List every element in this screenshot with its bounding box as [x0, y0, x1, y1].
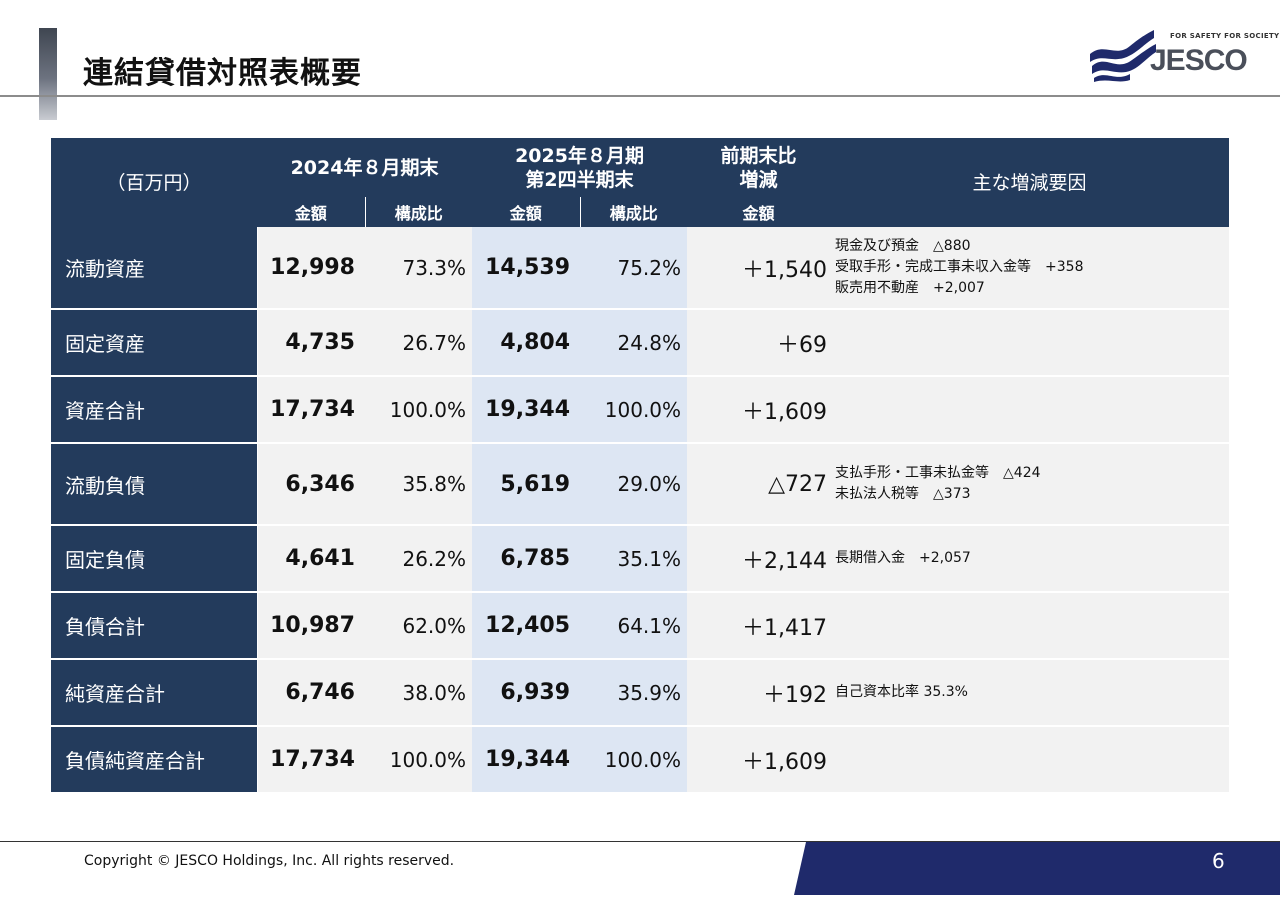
change-factors: 支払手形・工事未払金等 △424 未払法人税等 △373 — [830, 443, 1230, 526]
amount-2025: 14,539 — [472, 227, 581, 310]
row-label: 負債純資産合計 — [51, 726, 258, 794]
amount-2024: 6,346 — [257, 443, 365, 526]
ratio-2024: 100.0% — [365, 376, 473, 444]
change-header-line1: 前期末比 — [720, 144, 797, 167]
amount-2024: 4,641 — [257, 525, 365, 593]
table-row: 固定負債 4,641 26.2% 6,785 35.1% ＋2,144 長期借入… — [51, 525, 1230, 593]
ratio-2024: 35.8% — [365, 443, 473, 526]
table-row: 流動資産 12,998 73.3% 14,539 75.2% ＋1,540 現金… — [51, 227, 1230, 310]
change-amount: △727 — [687, 443, 831, 526]
footer-bar — [794, 842, 1280, 895]
row-label: 資産合計 — [51, 376, 258, 444]
row-label: 固定資産 — [51, 309, 258, 377]
ratio-2025: 100.0% — [580, 376, 688, 444]
change-factors: 現金及び預金 △880 受取手形・完成工事未収入金等 +358 販売用不動産 +… — [830, 227, 1230, 310]
amount-2025: 4,804 — [472, 309, 581, 377]
factor-text: 受取手形・完成工事未収入金等 +358 — [835, 259, 1084, 275]
change-amount: ＋1,417 — [687, 592, 831, 660]
factor-text: 長期借入金 +2,057 — [835, 550, 971, 566]
amount-2024: 17,734 — [257, 726, 365, 794]
factor-text: 現金及び預金 △880 — [835, 238, 971, 254]
change-header: 前期末比 増減 — [687, 138, 831, 197]
title-accent-bar — [39, 28, 57, 120]
copyright-text: Copyright © JESCO Holdings, Inc. All rig… — [84, 853, 455, 869]
ratio-2024: 100.0% — [365, 726, 473, 794]
amount-2024: 10,987 — [257, 592, 365, 660]
ratio-2025: 64.1% — [580, 592, 688, 660]
row-label: 純資産合計 — [51, 659, 258, 727]
page-number: 6 — [1212, 849, 1225, 873]
amount-2025-header: 金額 — [472, 197, 581, 227]
logo-wordmark: JESCO — [1150, 44, 1248, 77]
logo-tagline: FOR SAFETY FOR SOCIETY — [1170, 32, 1280, 40]
amount-2024: 6,746 — [257, 659, 365, 727]
amount-2025: 19,344 — [472, 726, 581, 794]
ratio-2025: 75.2% — [580, 227, 688, 310]
change-factors — [830, 592, 1230, 660]
amount-2024-header: 金額 — [257, 197, 366, 227]
title-divider — [0, 95, 1280, 97]
factors-header: 主な増減要因 — [830, 138, 1230, 227]
change-factors — [830, 309, 1230, 377]
table-row: 固定資産 4,735 26.7% 4,804 24.8% ＋69 — [51, 309, 1230, 377]
period-2025-header-line1: 2025年８月期 — [515, 144, 644, 167]
change-factors — [830, 726, 1230, 794]
row-label: 負債合計 — [51, 592, 258, 660]
ratio-2024: 38.0% — [365, 659, 473, 727]
amount-2025: 5,619 — [472, 443, 581, 526]
ratio-2024: 26.2% — [365, 525, 473, 593]
period-2025-header-line2: 第2四半期末 — [525, 168, 634, 191]
change-header-line2: 増減 — [739, 168, 778, 191]
amount-2025: 12,405 — [472, 592, 581, 660]
amount-2024: 4,735 — [257, 309, 365, 377]
table-row: 資産合計 17,734 100.0% 19,344 100.0% ＋1,609 — [51, 376, 1230, 444]
period-2025-header: 2025年８月期 第2四半期末 — [472, 138, 688, 197]
change-factors — [830, 376, 1230, 444]
change-factors: 長期借入金 +2,057 — [830, 525, 1230, 593]
table-row: 負債純資産合計 17,734 100.0% 19,344 100.0% ＋1,6… — [51, 726, 1230, 794]
change-amount-header: 金額 — [687, 197, 831, 227]
ratio-2025-header: 構成比 — [580, 197, 688, 227]
wave-logo-icon — [1090, 30, 1156, 82]
table-row: 負債合計 10,987 62.0% 12,405 64.1% ＋1,417 — [51, 592, 1230, 660]
ratio-2024: 62.0% — [365, 592, 473, 660]
row-label: 固定負債 — [51, 525, 258, 593]
ratio-2024: 26.7% — [365, 309, 473, 377]
change-factors: 自己資本比率 35.3% — [830, 659, 1230, 727]
change-amount: ＋69 — [687, 309, 831, 377]
ratio-2024: 73.3% — [365, 227, 473, 310]
ratio-2024-header: 構成比 — [365, 197, 473, 227]
row-label: 流動資産 — [51, 227, 258, 310]
ratio-2025: 35.9% — [580, 659, 688, 727]
balance-sheet-table: （百万円） 2024年８月期末 2025年８月期 第2四半期末 前期末比 増減 … — [51, 138, 1230, 794]
ratio-2025: 100.0% — [580, 726, 688, 794]
table-row: 流動負債 6,346 35.8% 5,619 29.0% △727 支払手形・工… — [51, 443, 1230, 526]
page-title: 連結貸借対照表概要 — [83, 56, 362, 91]
unit-header: （百万円） — [51, 138, 257, 227]
period-2024-header: 2024年８月期末 — [257, 138, 473, 197]
change-amount: ＋192 — [687, 659, 831, 727]
factor-text: 支払手形・工事未払金等 △424 — [835, 465, 1041, 481]
ratio-2025: 35.1% — [580, 525, 688, 593]
factor-text: 自己資本比率 35.3% — [835, 684, 968, 700]
factor-text: 未払法人税等 △373 — [835, 486, 971, 502]
amount-2025: 6,785 — [472, 525, 581, 593]
ratio-2025: 24.8% — [580, 309, 688, 377]
change-amount: ＋1,609 — [687, 726, 831, 794]
change-amount: ＋1,540 — [687, 227, 831, 310]
jesco-logo: FOR SAFETY FOR SOCIETY JESCO — [1086, 26, 1279, 84]
amount-2025: 19,344 — [472, 376, 581, 444]
amount-2024: 12,998 — [257, 227, 365, 310]
amount-2024: 17,734 — [257, 376, 365, 444]
amount-2025: 6,939 — [472, 659, 581, 727]
change-amount: ＋2,144 — [687, 525, 831, 593]
row-label: 流動負債 — [51, 443, 258, 526]
footer-divider — [0, 841, 1280, 842]
change-amount: ＋1,609 — [687, 376, 831, 444]
table-row: 純資産合計 6,746 38.0% 6,939 35.9% ＋192 自己資本比… — [51, 659, 1230, 727]
factor-text: 販売用不動産 +2,007 — [835, 280, 985, 296]
ratio-2025: 29.0% — [580, 443, 688, 526]
